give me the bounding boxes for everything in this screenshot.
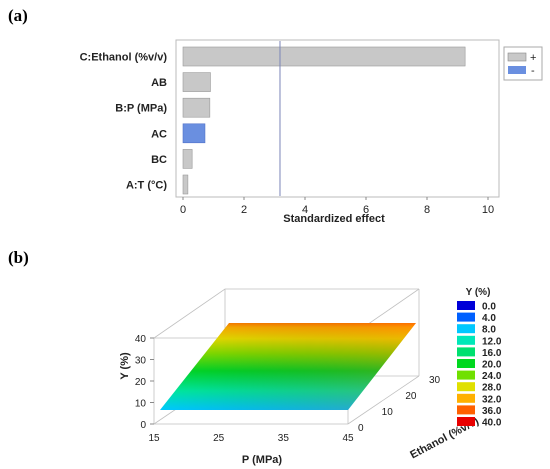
x-axis-title-surface: P (MPa) <box>242 454 282 466</box>
colorbar-label: 12.0 <box>482 336 502 347</box>
colorbar-swatch <box>457 370 475 380</box>
colorbar-swatch <box>457 335 475 345</box>
colorbar-swatch <box>457 359 475 368</box>
y-tick-label-surface: 30 <box>429 375 441 386</box>
colorbar-swatch <box>457 382 475 392</box>
colorbar-swatch <box>457 324 475 334</box>
category-label: B:P (MPa) <box>115 103 167 115</box>
category-label: BC <box>151 154 167 166</box>
bar-3 <box>182 97 211 118</box>
colorbar-title: Y (%) <box>466 287 491 298</box>
legend-swatch-minus <box>508 66 526 74</box>
colorbar-swatch <box>457 301 475 310</box>
x-tick-label-surface: 25 <box>213 433 225 444</box>
colorbar-swatch <box>457 312 475 322</box>
colorbar-label: 36.0 <box>482 406 502 417</box>
colorbar-label: 0.0 <box>482 302 496 313</box>
bar-6 <box>182 174 189 195</box>
colorbar-swatch <box>457 347 475 357</box>
x-tick-label-surface: 35 <box>278 433 290 444</box>
z-tick-label: 40 <box>135 334 147 345</box>
bar-4 <box>182 123 206 144</box>
z-tick-label: 20 <box>135 377 147 388</box>
surface-shading <box>160 323 416 410</box>
bar-1 <box>182 46 466 67</box>
z-axis-title: Y (%) <box>119 352 131 380</box>
surface-chart: 0 10 20 30 40 15 25 35 45 0 10 20 30 Y (%) P (MPa)… <box>119 287 502 466</box>
colorbar-label: 24.0 <box>482 371 502 382</box>
z-tick-label: 10 <box>135 399 147 410</box>
x-tick-label: 4 <box>302 204 308 216</box>
z-tick-label: 30 <box>135 356 147 367</box>
colorbar-label: 32.0 <box>482 394 502 405</box>
x-tick-label: 10 <box>482 204 494 216</box>
colorbar-label: 20.0 <box>482 360 502 371</box>
category-label: A:T (°C) <box>126 180 167 192</box>
colorbar-label: 28.0 <box>482 383 502 394</box>
bar-5 <box>182 149 193 169</box>
colorbar-swatch <box>457 393 475 403</box>
panel-label-b: (b) <box>8 248 29 267</box>
x-tick-label-surface: 45 <box>342 433 354 444</box>
colorbar-label: 4.0 <box>482 313 496 324</box>
colorbar-label: 8.0 <box>482 325 496 336</box>
y-tick-label-surface: 0 <box>358 423 364 434</box>
category-label: C:Ethanol (%v/v) <box>80 52 168 64</box>
legend-label-minus: - <box>531 65 535 77</box>
x-tick-label-surface: 15 <box>148 433 160 444</box>
category-label: AC <box>151 128 167 140</box>
legend-label-plus: + <box>530 52 536 64</box>
colorbar-label: 16.0 <box>482 348 502 359</box>
category-label: AB <box>151 77 167 89</box>
y-tick-label-surface: 10 <box>382 407 394 418</box>
y-tick-label-surface: 20 <box>405 391 417 402</box>
x-axis-title: Standardized effect <box>283 213 385 225</box>
bar-2 <box>182 72 211 92</box>
z-tick-label: 0 <box>140 420 146 431</box>
legend-swatch-plus <box>507 52 527 62</box>
colorbar-swatch <box>457 417 475 426</box>
colorbar-swatch <box>457 405 475 415</box>
colorbar-label: 40.0 <box>482 418 502 429</box>
x-tick-label: 6 <box>363 204 369 216</box>
x-tick-label: 0 <box>180 204 186 216</box>
x-tick-label: 8 <box>424 204 430 216</box>
x-tick-label: 2 <box>241 204 247 216</box>
legend: + - <box>503 46 543 81</box>
legend-frame <box>503 46 543 81</box>
panel-label-a: (a) <box>8 6 28 25</box>
